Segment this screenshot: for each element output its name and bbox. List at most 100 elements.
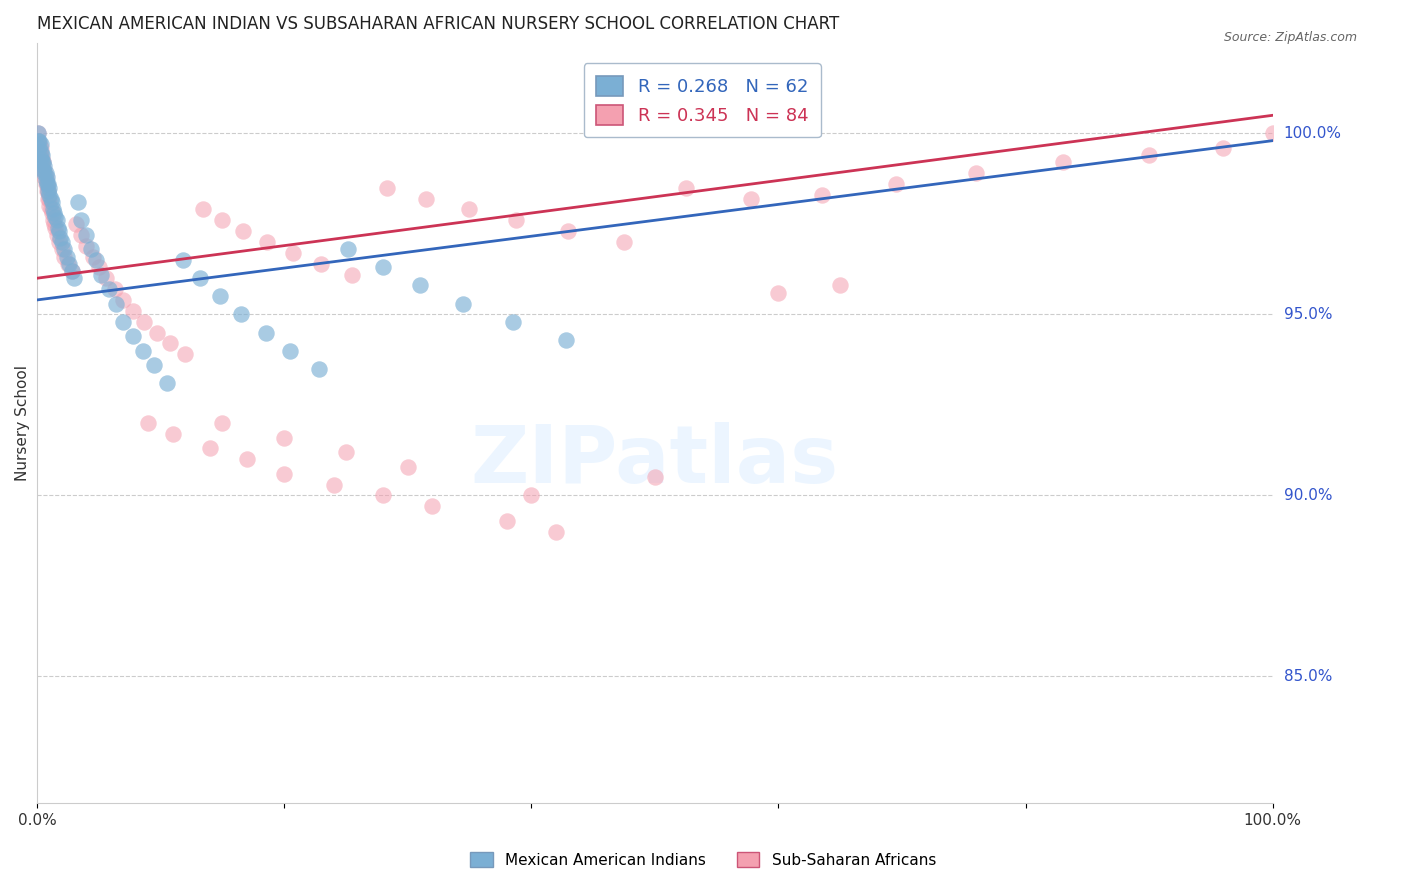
Text: ZIPatlas: ZIPatlas [471, 422, 839, 500]
Point [122, 303, 145, 318]
Point [38, 192, 60, 206]
Point [28, 134, 51, 148]
Point [38, 188, 60, 202]
Point [146, 326, 169, 340]
Point [1052, 155, 1074, 169]
Point [49, 231, 72, 245]
Point [554, 333, 576, 347]
Point [34, 169, 56, 184]
Point [87, 260, 110, 275]
Point [122, 329, 145, 343]
Point [112, 315, 135, 329]
Point [322, 477, 344, 491]
Point [254, 326, 277, 340]
Text: 95.0%: 95.0% [1284, 307, 1333, 322]
Point [371, 260, 394, 275]
Point [60, 264, 83, 278]
Point [371, 488, 394, 502]
Point [32, 155, 55, 169]
Point [236, 452, 259, 467]
Point [28, 145, 51, 159]
Point [30, 152, 52, 166]
Point [32, 155, 55, 169]
Point [34, 159, 56, 173]
Point [1261, 127, 1284, 141]
Point [44, 217, 66, 231]
Point [136, 416, 159, 430]
Point [810, 188, 832, 202]
Point [27, 127, 49, 141]
Point [396, 459, 419, 474]
Point [53, 242, 76, 256]
Point [211, 213, 233, 227]
Point [134, 315, 156, 329]
Point [31, 159, 53, 173]
Point [70, 227, 93, 242]
Point [84, 253, 107, 268]
Y-axis label: Nursery School: Nursery School [15, 365, 30, 481]
Point [415, 192, 437, 206]
Point [75, 227, 97, 242]
Point [42, 213, 65, 227]
Point [335, 445, 357, 459]
Text: MEXICAN AMERICAN INDIAN VS SUBSAHARAN AFRICAN NURSERY SCHOOL CORRELATION CHART: MEXICAN AMERICAN INDIAN VS SUBSAHARAN AF… [37, 15, 839, 33]
Point [30, 145, 52, 159]
Text: 100.0%: 100.0% [1284, 126, 1341, 141]
Point [256, 235, 278, 249]
Point [27, 134, 49, 148]
Point [53, 250, 76, 264]
Legend: R = 0.268   N = 62, R = 0.345   N = 84: R = 0.268 N = 62, R = 0.345 N = 84 [583, 63, 821, 137]
Point [544, 524, 567, 539]
Point [422, 500, 444, 514]
Point [32, 162, 55, 177]
Point [94, 271, 117, 285]
Point [340, 268, 363, 282]
Point [502, 315, 524, 329]
Point [211, 416, 233, 430]
Point [104, 282, 127, 296]
Point [273, 467, 295, 481]
Point [174, 347, 197, 361]
Point [80, 242, 103, 256]
Point [232, 224, 254, 238]
Point [41, 195, 63, 210]
Point [27, 127, 49, 141]
Point [55, 250, 77, 264]
Point [66, 195, 89, 210]
Text: Source: ZipAtlas.com: Source: ZipAtlas.com [1223, 31, 1357, 45]
Point [495, 514, 517, 528]
Point [38, 199, 60, 213]
Point [42, 202, 65, 217]
Point [337, 242, 360, 256]
Point [409, 278, 432, 293]
Point [505, 213, 527, 227]
Point [45, 213, 67, 227]
Point [229, 308, 252, 322]
Point [768, 285, 790, 300]
Point [308, 361, 330, 376]
Point [44, 210, 66, 224]
Point [39, 192, 62, 206]
Point [48, 224, 70, 238]
Point [34, 177, 56, 191]
Point [34, 173, 56, 187]
Point [65, 217, 87, 231]
Point [37, 192, 59, 206]
Point [90, 268, 112, 282]
Point [39, 202, 62, 217]
Point [51, 235, 73, 249]
Point [278, 343, 301, 358]
Point [31, 152, 53, 166]
Point [520, 488, 543, 502]
Point [172, 253, 194, 268]
Point [830, 278, 852, 293]
Point [44, 220, 66, 235]
Point [613, 235, 636, 249]
Point [63, 271, 86, 285]
Point [38, 180, 60, 194]
Point [375, 180, 398, 194]
Point [30, 141, 52, 155]
Point [557, 224, 579, 238]
Point [884, 177, 907, 191]
Point [309, 257, 332, 271]
